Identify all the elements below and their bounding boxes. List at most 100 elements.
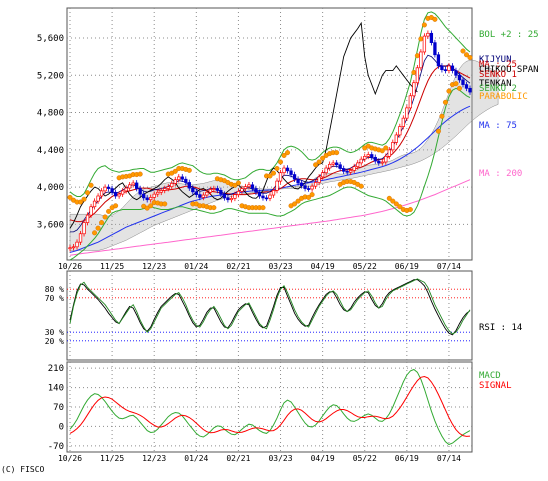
candle-body <box>454 70 458 76</box>
macd-y-tick-label: 70 <box>53 403 64 413</box>
parabolic-point <box>162 201 168 207</box>
candle-body <box>282 167 286 174</box>
parabolic-point <box>67 194 73 200</box>
macd-x-tick-label: 05/22 <box>353 454 377 463</box>
candle-body <box>212 188 216 190</box>
candle-body <box>205 191 209 196</box>
candle-body <box>92 200 97 208</box>
price-series <box>67 11 499 261</box>
parabolic-point <box>271 170 277 176</box>
candle-body <box>110 188 114 193</box>
price-y-tick-label: 5,600 <box>37 34 64 44</box>
candle-body <box>422 35 427 53</box>
candle-body <box>349 170 353 173</box>
candle-body <box>289 170 293 175</box>
candle-body <box>278 172 283 182</box>
macd-plot-frame <box>66 361 473 453</box>
candle-body <box>68 247 72 250</box>
candle-body <box>222 193 227 199</box>
candle-body <box>113 191 118 197</box>
candle-body <box>149 197 153 201</box>
price-y-tick-label: 4,800 <box>37 109 64 119</box>
price-x-tick-label: 05/22 <box>353 262 377 271</box>
candle-body <box>156 191 160 195</box>
candle-body <box>359 158 363 164</box>
parabolic-point <box>172 168 178 174</box>
parabolic-point <box>113 203 119 209</box>
candle-body <box>436 54 441 67</box>
parabolic-point <box>320 155 326 161</box>
rsi-y-axis: 80 %70 % 30 %20 % <box>45 285 64 346</box>
candle-body <box>426 32 430 37</box>
copyright-text: (C) FISCO <box>1 465 45 474</box>
parabolic-point <box>148 203 154 209</box>
candle-body <box>127 184 132 189</box>
parabolic-point <box>421 22 427 28</box>
candle-body <box>184 178 188 183</box>
candle-body <box>254 188 258 193</box>
price-legend-entry: TENKAN <box>479 79 512 89</box>
parabolic-point <box>211 205 217 211</box>
parabolic-point <box>439 113 445 119</box>
ma75-line <box>69 105 471 253</box>
macd-y-tick-label: 140 <box>48 384 64 394</box>
parabolic-point <box>295 198 301 204</box>
macd-series <box>69 368 471 446</box>
parabolic-point <box>281 152 287 158</box>
candle-body <box>131 182 135 186</box>
rsi-legend-entry: RSI : 14 <box>479 323 522 333</box>
price-y-tick-label: 4,000 <box>37 183 64 193</box>
price-x-tick-label: 03/23 <box>268 262 292 271</box>
candle-body <box>201 194 205 198</box>
parabolic-point <box>137 171 143 177</box>
candle-body <box>198 194 202 198</box>
macd-x-tick-label: 01/24 <box>184 454 208 463</box>
price-x-tick-label: 04/19 <box>311 262 335 271</box>
parabolic-point <box>393 201 399 207</box>
signal-legend-entry: SIGNAL <box>479 381 512 391</box>
candle-body <box>285 167 290 172</box>
candle-body <box>324 167 328 174</box>
price-legend-entry: PARABOLIC <box>479 92 528 102</box>
macd-y-tick-label: 0 <box>59 422 64 432</box>
candle-body <box>264 197 269 200</box>
candle-body <box>303 185 307 189</box>
candle-body <box>398 126 402 136</box>
candle-body <box>215 188 220 191</box>
candle-body <box>450 65 455 71</box>
candle-body <box>327 163 332 169</box>
macd-x-tick-label: 06/19 <box>395 454 419 463</box>
candle-body <box>356 162 360 167</box>
rsi-legend: RSI : 14 <box>479 323 522 333</box>
rsi-y-tick-label: 20 % <box>45 337 64 346</box>
candle-body <box>82 222 86 235</box>
candle-body <box>180 176 184 180</box>
parabolic-point <box>453 81 459 87</box>
candle-body <box>99 190 104 197</box>
candle-body <box>363 156 367 160</box>
parabolic-point <box>316 159 322 165</box>
candle-body <box>159 190 163 193</box>
parabolic-point <box>446 88 452 94</box>
candle-body <box>313 182 318 187</box>
rsi-black-line <box>69 279 471 336</box>
candle-body <box>194 191 198 195</box>
candle-body <box>320 172 325 178</box>
parabolic-point <box>85 190 91 196</box>
candle-body <box>440 65 444 71</box>
candle-body <box>306 188 311 190</box>
price-legend-entry: KIJYUN <box>479 55 512 65</box>
candle-body <box>135 182 139 189</box>
macd-grid <box>67 362 472 452</box>
parabolic-point <box>460 48 466 54</box>
parabolic-point <box>81 196 87 202</box>
macd-y-tick-label: 210 <box>48 364 64 374</box>
parabolic-point <box>285 150 291 156</box>
candle-body <box>292 174 297 180</box>
price-legend-entry: SENKO 1 <box>479 70 517 80</box>
parabolic-point <box>383 145 389 151</box>
candle-body <box>257 191 262 197</box>
rsi-y-tick-label: 70 % <box>45 294 64 303</box>
macd-x-tick-label: 03/23 <box>268 454 292 463</box>
